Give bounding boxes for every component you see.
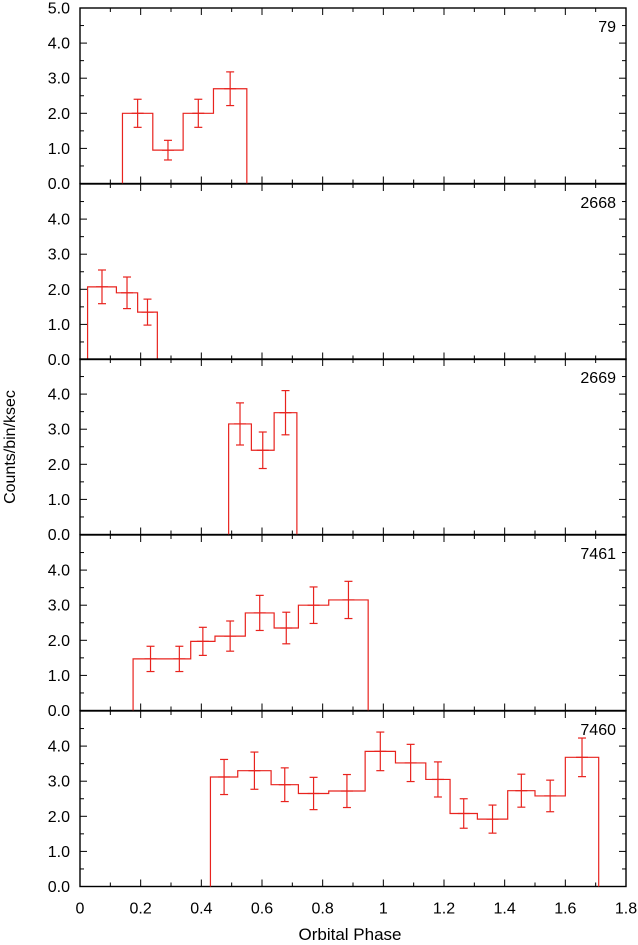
histogram-step-line <box>209 750 600 887</box>
y-tick-label: 4.0 <box>48 36 70 53</box>
panel-frame <box>79 7 627 185</box>
x-tick-label: 1.4 <box>494 901 516 918</box>
y-tick-label: 2.0 <box>48 457 70 474</box>
x-tick-label: 0.2 <box>130 901 152 918</box>
error-bar <box>576 737 589 778</box>
y-tick-label: 5.0 <box>48 1 70 18</box>
y-tick-label: 1.0 <box>48 668 70 685</box>
x-tick-label: 1.8 <box>615 901 637 918</box>
y-tick-label: 0.0 <box>48 703 70 720</box>
x-tick-label: 0.4 <box>190 901 212 918</box>
error-bar <box>192 98 205 128</box>
error-bar <box>457 798 470 829</box>
panel-label: 7460 <box>580 722 616 739</box>
panel-2668: 0.0 1.0 2.0 3.0 4.0 2668 <box>48 183 627 369</box>
panel-7461: 0.0 1.0 2.0 3.0 4.0 7461 <box>48 534 627 720</box>
error-bar <box>218 758 231 796</box>
y-tick-label: 3.0 <box>48 774 70 791</box>
y-tick-label: 0.0 <box>48 176 70 193</box>
x-tick-label: 0 <box>76 901 85 918</box>
histogram-step-line <box>121 88 248 184</box>
error-bar <box>121 276 134 310</box>
error-bar <box>256 431 269 470</box>
error-bar <box>404 743 417 783</box>
y-tick-label: 0.0 <box>48 879 70 896</box>
y-tick-label: 3.0 <box>48 71 70 88</box>
y-tick-label: 4.0 <box>48 387 70 404</box>
panels-group: 0.01.02.03.04.05.0790.01.02.03.04.026680… <box>48 1 627 896</box>
x-tick-label: 1.6 <box>554 901 576 918</box>
panel-label: 79 <box>598 19 616 36</box>
y-tick-label: 3.0 <box>48 247 70 264</box>
y-tick-label: 4.0 <box>48 212 70 229</box>
y-tick-label: 0.0 <box>48 527 70 544</box>
y-tick-label: 1.0 <box>48 844 70 861</box>
y-axis-label: Counts/bin/ksec <box>2 390 19 504</box>
panel-79: 0.0 1.0 2.0 3.0 4.0 5.0 79 <box>48 1 627 193</box>
panel-2669: 0.0 1.0 2.0 3.0 4.0 2669 <box>48 358 627 544</box>
x-tick-label: 1 <box>379 901 388 918</box>
error-bar <box>342 580 355 620</box>
error-bar <box>234 402 247 446</box>
error-bar <box>224 71 237 107</box>
error-bar <box>340 773 353 809</box>
y-tick-label: 1.0 <box>48 317 70 334</box>
x-axis-label: Orbital Phase <box>299 925 402 944</box>
error-bar <box>248 751 261 790</box>
x-tick-label: 0.6 <box>251 901 273 918</box>
x-tick-label: 0.8 <box>312 901 334 918</box>
x-axis: 0 0.2 0.4 0.6 0.8 1 1.2 1.4 1.6 1.8 <box>76 901 638 918</box>
error-bar <box>431 761 444 798</box>
y-tick-label: 2.0 <box>48 809 70 826</box>
panel-frame <box>79 534 627 712</box>
panel-frame <box>79 358 627 536</box>
error-bar <box>307 776 320 811</box>
y-tick-label: 1.0 <box>48 141 70 158</box>
error-bar <box>224 620 237 652</box>
panel-frame <box>79 710 627 888</box>
y-tick-label: 2.0 <box>48 106 70 123</box>
y-tick-label: 2.0 <box>48 282 70 299</box>
error-bar <box>173 645 186 673</box>
y-tick-label: 4.0 <box>48 739 70 756</box>
error-bar <box>280 611 293 645</box>
error-bar <box>278 767 291 803</box>
histogram-step-line <box>132 599 369 711</box>
error-bar <box>544 779 557 813</box>
histogram-step-line <box>228 412 298 535</box>
y-tick-label: 3.0 <box>48 422 70 439</box>
error-bar <box>486 804 499 834</box>
histogram-step-line <box>86 286 158 360</box>
error-bar <box>196 626 209 656</box>
error-bar <box>161 139 174 161</box>
y-tick-label: 3.0 <box>48 598 70 615</box>
panel-7460: 0.0 1.0 2.0 3.0 4.0 7460 <box>48 710 627 896</box>
error-bar <box>307 586 320 625</box>
panel-label: 7461 <box>580 546 616 563</box>
error-bar <box>279 389 292 436</box>
panel-label: 2668 <box>580 195 616 212</box>
y-tick-label: 1.0 <box>48 492 70 509</box>
y-tick-label: 4.0 <box>48 563 70 580</box>
error-bar <box>515 773 528 808</box>
y-tick-label: 2.0 <box>48 633 70 650</box>
error-bar <box>253 594 266 632</box>
error-bar <box>141 298 154 326</box>
y-tick-label: 0.0 <box>48 352 70 369</box>
x-tick-label: 1.2 <box>433 901 455 918</box>
panel-frame <box>79 183 627 361</box>
error-bar <box>131 98 144 128</box>
error-bar <box>374 731 387 772</box>
error-bar <box>144 645 157 673</box>
error-bar <box>95 269 108 305</box>
panel-label: 2669 <box>580 370 616 387</box>
